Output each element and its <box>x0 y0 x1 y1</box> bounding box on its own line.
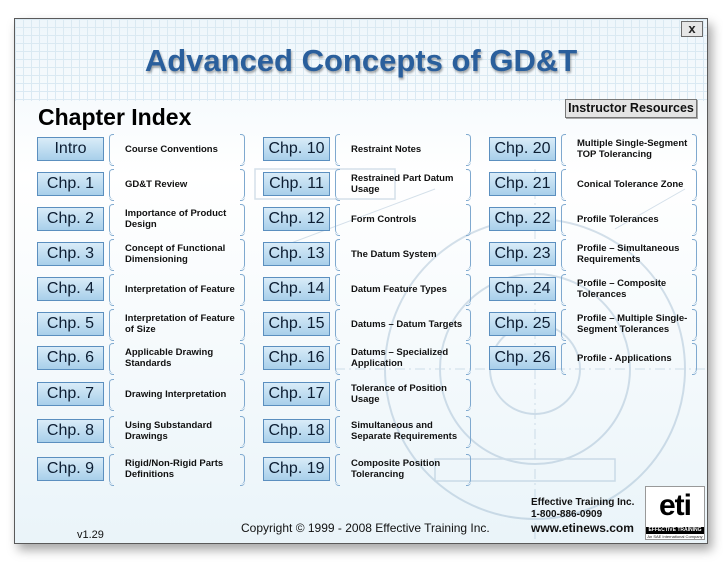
chapter-title[interactable]: Importance of Product Design <box>125 208 227 230</box>
technical-drawing-watermark <box>254 168 705 539</box>
chapter-button[interactable]: Chp. 18 <box>263 419 330 443</box>
copyright-text: Copyright © 1999 - 2008 Effective Traini… <box>241 521 490 535</box>
company-website[interactable]: www.etinews.com <box>531 521 634 535</box>
chapter-title[interactable]: Restraint Notes <box>351 143 422 155</box>
chapter-button[interactable]: Chp. 4 <box>37 277 104 301</box>
chapter-title[interactable]: Drawing Interpretation <box>125 388 227 400</box>
close-button[interactable]: x <box>681 21 703 37</box>
eti-logo: eti EFFECTIVE TRAINING INC. An SAE Inter… <box>645 486 705 540</box>
company-info: Effective Training Inc. 1-800-886-0909 w… <box>531 497 634 534</box>
chapter-title[interactable]: Profile Tolerances <box>577 213 659 225</box>
chapter-title[interactable]: Tolerance of Position Usage <box>351 383 447 405</box>
chapter-button[interactable]: Chp. 13 <box>263 242 330 266</box>
chapter-title[interactable]: Profile – Simultaneous Requirements <box>577 243 680 265</box>
chapter-title[interactable]: Course Conventions <box>125 143 218 155</box>
company-name: Effective Training Inc. <box>531 497 635 508</box>
chapter-button[interactable]: Chp. 8 <box>37 419 104 443</box>
company-phone: 1-800-886-0909 <box>531 509 603 520</box>
chapter-bracket <box>109 204 245 236</box>
chapter-bracket <box>561 169 697 201</box>
chapter-bracket <box>335 416 471 448</box>
chapter-title[interactable]: Datums – Specialized Application <box>351 347 449 369</box>
chapter-button[interactable]: Chp. 25 <box>489 312 556 336</box>
chapter-button[interactable]: Chp. 9 <box>37 457 104 481</box>
chapter-bracket <box>109 416 245 448</box>
chapter-bracket <box>561 204 697 236</box>
chapter-button[interactable]: Chp. 10 <box>263 137 330 161</box>
chapter-title[interactable]: Interpretation of Feature of Size <box>125 313 235 335</box>
chapter-bracket <box>335 379 471 411</box>
chapter-bracket <box>109 343 245 375</box>
chapter-button[interactable]: Chp. 7 <box>37 382 104 406</box>
chapter-title[interactable]: Profile – Multiple Single-Segment Tolera… <box>577 313 688 335</box>
chapter-bracket <box>109 309 245 341</box>
chapter-bracket <box>335 169 471 201</box>
chapter-bracket <box>561 343 697 375</box>
header-grid-background <box>15 19 707 101</box>
chapter-button[interactable]: Chp. 3 <box>37 242 104 266</box>
chapter-button[interactable]: Chp. 23 <box>489 242 556 266</box>
chapter-button[interactable]: Chp. 22 <box>489 207 556 231</box>
chapter-title[interactable]: Concept of Functional Dimensioning <box>125 243 226 265</box>
chapter-title[interactable]: GD&T Review <box>125 178 188 190</box>
instructor-resources-button[interactable]: Instructor Resources <box>565 99 697 118</box>
chapter-title[interactable]: Datums – Datum Targets <box>351 318 463 330</box>
chapter-button[interactable]: Intro <box>37 137 104 161</box>
chapter-bracket <box>109 134 245 166</box>
chapter-button[interactable]: Chp. 2 <box>37 207 104 231</box>
chapter-title[interactable]: Interpretation of Feature <box>125 283 235 295</box>
chapter-title[interactable]: Simultaneous and Separate Requirements <box>351 420 458 442</box>
chapter-index-heading: Chapter Index <box>38 104 192 130</box>
chapter-bracket <box>335 274 471 306</box>
chapter-title[interactable]: Datum Feature Types <box>351 283 447 295</box>
chapter-bracket <box>109 169 245 201</box>
chapter-bracket <box>335 134 471 166</box>
version-label: v1.29 <box>77 529 104 541</box>
chapter-bracket <box>109 239 245 271</box>
logo-bar: EFFECTIVE TRAINING INC. <box>646 527 704 540</box>
chapter-title[interactable]: Composite Position Tolerancing <box>351 458 441 480</box>
chapter-button[interactable]: Chp. 20 <box>489 137 556 161</box>
chapter-bracket <box>561 239 697 271</box>
chapter-bracket <box>335 454 471 486</box>
chapter-button[interactable]: Chp. 19 <box>263 457 330 481</box>
chapter-bracket <box>335 204 471 236</box>
app-title: Advanced Concepts of GD&T <box>144 43 578 78</box>
chapter-title[interactable]: Profile – Composite Tolerances <box>577 278 667 300</box>
logo-mark: eti <box>658 489 692 522</box>
chapter-button[interactable]: Chp. 5 <box>37 312 104 336</box>
chapter-button[interactable]: Chp. 26 <box>489 346 556 370</box>
chapter-bracket <box>561 274 697 306</box>
chapter-button[interactable]: Chp. 21 <box>489 172 556 196</box>
chapter-button[interactable]: Chp. 16 <box>263 346 330 370</box>
chapter-button[interactable]: Chp. 14 <box>263 277 330 301</box>
chapter-bracket <box>109 274 245 306</box>
chapter-bracket <box>109 454 245 486</box>
chapter-button[interactable]: Chp. 24 <box>489 277 556 301</box>
chapter-button[interactable]: Chp. 12 <box>263 207 330 231</box>
chapter-bracket <box>335 239 471 271</box>
chapter-bracket <box>109 379 245 411</box>
chapter-button[interactable]: Chp. 15 <box>263 312 330 336</box>
app-window: x Advanced Concepts of GD&T Chapter Inde… <box>14 18 708 544</box>
chapter-title[interactable]: Profile - Applications <box>577 352 672 364</box>
chapter-title[interactable]: Rigid/Non-Rigid Parts Definitions <box>125 458 224 480</box>
chapter-title[interactable]: Applicable Drawing Standards <box>125 347 214 369</box>
chapter-bracket <box>335 343 471 375</box>
chapter-title[interactable]: Multiple Single-Segment TOP Tolerancing <box>577 138 688 160</box>
chapter-title[interactable]: Form Controls <box>351 213 417 225</box>
chapter-title[interactable]: Conical Tolerance Zone <box>577 178 684 190</box>
chapter-title[interactable]: Using Substandard Drawings <box>125 420 213 442</box>
chapter-bracket <box>561 134 697 166</box>
chapter-button[interactable]: Chp. 17 <box>263 382 330 406</box>
chapter-button[interactable]: Chp. 1 <box>37 172 104 196</box>
chapter-title[interactable]: The Datum System <box>351 248 437 260</box>
chapter-bracket <box>561 309 697 341</box>
chapter-bracket <box>335 309 471 341</box>
chapter-title[interactable]: Restrained Part Datum Usage <box>351 173 454 195</box>
chapter-button[interactable]: Chp. 11 <box>263 172 330 196</box>
logo-subtitle: An SAE International Company <box>647 534 703 539</box>
chapter-button[interactable]: Chp. 6 <box>37 346 104 370</box>
